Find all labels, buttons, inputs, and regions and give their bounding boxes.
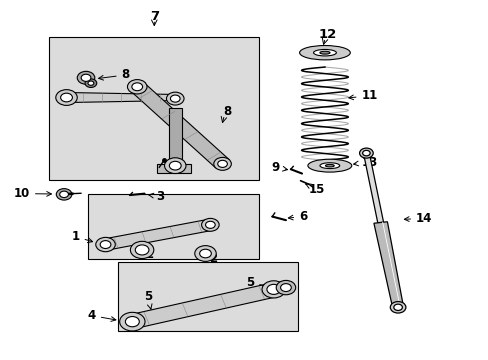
Ellipse shape (313, 49, 336, 56)
Text: 5: 5 (245, 276, 270, 289)
Circle shape (164, 158, 185, 174)
Text: 8: 8 (99, 68, 130, 81)
Circle shape (170, 95, 180, 102)
Circle shape (205, 221, 215, 228)
Polygon shape (103, 219, 212, 250)
Circle shape (276, 280, 295, 295)
Text: 11: 11 (348, 89, 377, 102)
Circle shape (169, 161, 181, 170)
Ellipse shape (325, 165, 333, 167)
Ellipse shape (299, 45, 349, 60)
Text: 1: 1 (71, 230, 92, 243)
Circle shape (280, 284, 291, 292)
Circle shape (60, 191, 68, 198)
Text: 15: 15 (305, 183, 325, 196)
Circle shape (56, 189, 72, 200)
Circle shape (359, 148, 372, 158)
Polygon shape (157, 164, 190, 173)
Circle shape (166, 92, 183, 105)
Circle shape (125, 316, 139, 327)
FancyBboxPatch shape (49, 37, 259, 180)
Polygon shape (130, 83, 229, 168)
Circle shape (194, 246, 216, 261)
Polygon shape (129, 283, 279, 329)
Circle shape (201, 219, 219, 231)
Polygon shape (373, 222, 403, 308)
Circle shape (120, 312, 145, 331)
FancyBboxPatch shape (88, 194, 259, 259)
Circle shape (77, 71, 95, 84)
Polygon shape (168, 108, 182, 164)
Text: 9: 9 (271, 161, 287, 174)
Text: 10: 10 (14, 187, 51, 200)
Circle shape (389, 302, 405, 313)
Circle shape (135, 245, 149, 255)
Ellipse shape (319, 51, 329, 54)
Circle shape (85, 79, 97, 87)
Text: 14: 14 (404, 212, 431, 225)
Text: 5: 5 (143, 290, 152, 309)
Circle shape (61, 93, 72, 102)
Circle shape (266, 284, 280, 294)
Circle shape (393, 304, 402, 310)
Circle shape (127, 80, 147, 94)
Circle shape (132, 83, 142, 91)
Text: 4: 4 (87, 309, 116, 322)
Text: 8: 8 (223, 105, 231, 118)
Text: 7: 7 (149, 10, 159, 23)
FancyBboxPatch shape (118, 262, 298, 330)
Polygon shape (66, 93, 176, 103)
Circle shape (81, 74, 91, 81)
Ellipse shape (319, 163, 339, 168)
Circle shape (96, 237, 115, 252)
Circle shape (217, 160, 227, 167)
Text: 2: 2 (142, 248, 153, 261)
Circle shape (130, 241, 154, 258)
Text: 12: 12 (318, 28, 336, 41)
Text: 6: 6 (288, 210, 307, 223)
Circle shape (213, 157, 231, 170)
Circle shape (56, 90, 77, 105)
Circle shape (262, 281, 285, 298)
Circle shape (88, 81, 94, 85)
Circle shape (199, 249, 211, 258)
Polygon shape (363, 153, 383, 223)
Text: 3: 3 (148, 190, 163, 203)
Circle shape (100, 240, 111, 248)
Text: 13: 13 (353, 156, 377, 168)
Circle shape (362, 150, 369, 156)
Ellipse shape (307, 159, 351, 172)
Text: 2: 2 (206, 252, 217, 265)
